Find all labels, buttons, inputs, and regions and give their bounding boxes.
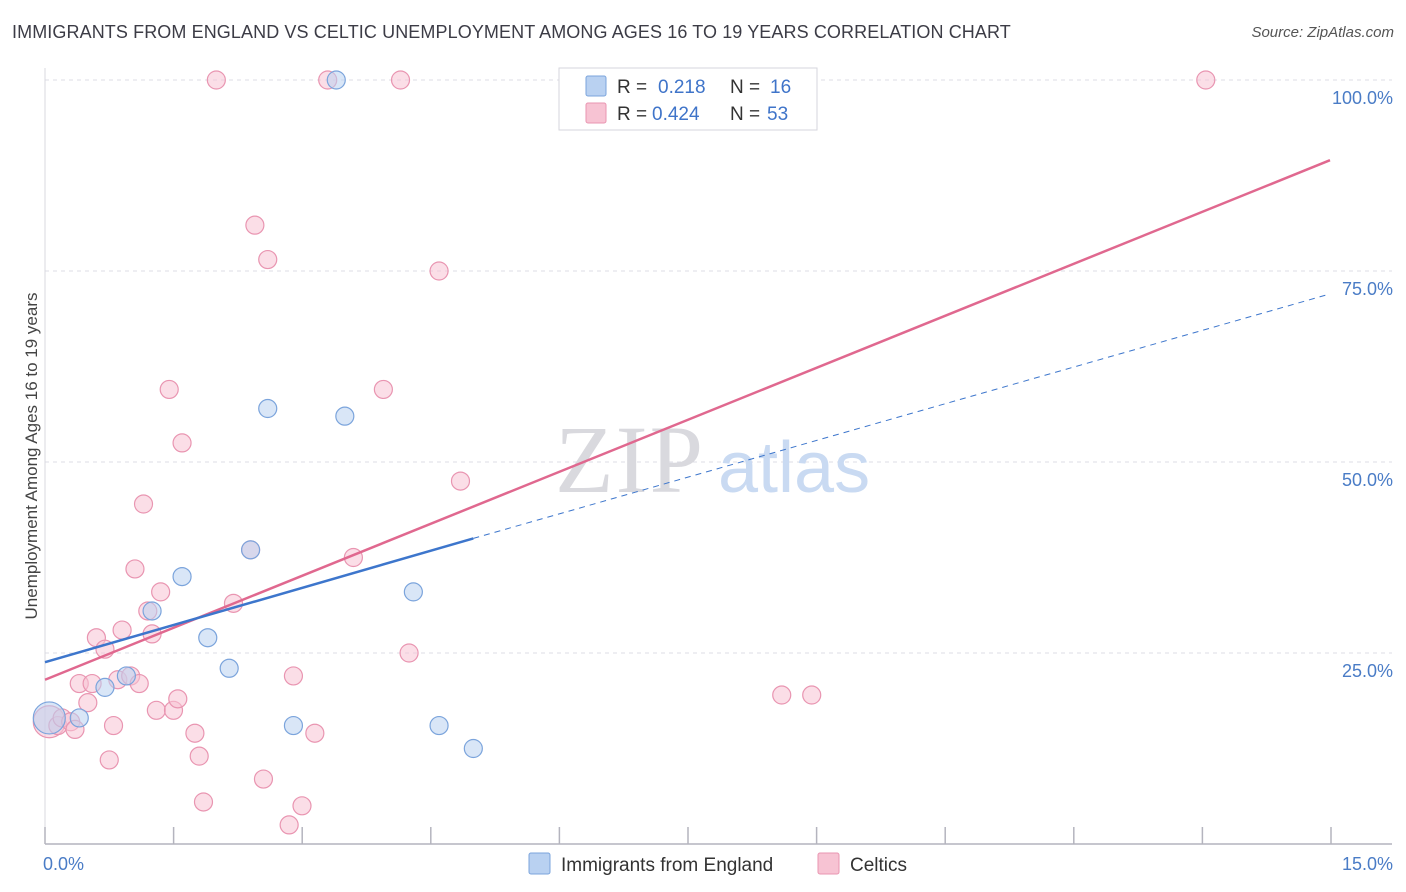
bottom-legend-swatch-blue	[528, 852, 551, 875]
data-point	[112, 620, 132, 640]
data-point	[450, 471, 471, 491]
legend-r-label-pink: R =	[617, 104, 647, 125]
data-point	[159, 379, 179, 400]
data-point	[429, 261, 449, 281]
bottom-legend-label-pink: Celtics	[850, 855, 907, 876]
y-tick-label: 50.0%	[1342, 470, 1393, 490]
data-point	[326, 70, 346, 90]
data-point	[193, 792, 214, 812]
data-point	[133, 494, 154, 514]
y-tick-label: 25.0%	[1342, 661, 1393, 681]
chart-source: Source: ZipAtlas.com	[1251, 24, 1394, 41]
immigrants-england-points	[32, 70, 483, 759]
data-point	[151, 582, 171, 602]
data-point	[305, 723, 325, 743]
data-point	[258, 398, 278, 419]
bottom-legend-swatch-pink	[817, 852, 840, 875]
data-point	[283, 666, 304, 686]
data-point	[198, 628, 218, 648]
watermark-atlas: atlas	[718, 428, 870, 508]
y-tick-label: 100.0%	[1332, 88, 1393, 108]
y-tick-labels: 100.0% 75.0% 50.0% 25.0%	[1332, 88, 1393, 681]
data-point	[283, 715, 304, 736]
x-tick-label-min: 0.0%	[43, 854, 84, 874]
data-point	[206, 70, 226, 90]
data-point	[142, 601, 162, 621]
data-point	[373, 379, 393, 400]
correlation-legend: R = 0.218 N = 16 R = 0.424 N = 53	[558, 67, 818, 131]
legend-n-value-blue: 16	[770, 77, 791, 98]
data-point	[99, 750, 119, 770]
data-point	[429, 715, 449, 736]
data-point	[185, 723, 205, 743]
data-point	[146, 700, 166, 720]
data-point	[125, 559, 145, 579]
data-point	[172, 566, 192, 587]
y-tick-label: 75.0%	[1342, 279, 1393, 299]
data-point	[772, 685, 792, 705]
x-tick-label-max: 15.0%	[1342, 854, 1393, 874]
legend-n-value-pink: 53	[767, 104, 788, 125]
data-point	[32, 701, 66, 735]
data-point	[219, 658, 239, 678]
data-point	[116, 666, 136, 686]
data-point	[253, 769, 274, 789]
data-point	[189, 746, 209, 766]
chart-title: IMMIGRANTS FROM ENGLAND VS CELTIC UNEMPL…	[12, 22, 1011, 42]
data-point	[399, 643, 419, 663]
data-point	[95, 677, 115, 697]
trend-lines	[44, 159, 1331, 681]
data-point	[78, 693, 98, 713]
blue-trend-extension	[473, 293, 1331, 539]
data-point	[390, 70, 411, 90]
data-point	[245, 215, 265, 235]
legend-n-label-blue: N =	[730, 77, 760, 98]
y-axis-label: Unemployment Among Ages 16 to 19 years	[22, 293, 41, 620]
watermark: ZIP atlas	[555, 406, 870, 513]
series-legend: Immigrants from England Celtics	[528, 852, 907, 876]
data-point	[168, 689, 188, 709]
data-point	[463, 738, 483, 759]
legend-swatch-blue	[585, 75, 607, 97]
data-point	[1196, 70, 1216, 90]
x-axis-ticks	[44, 827, 1332, 844]
data-point	[335, 406, 355, 426]
blue-trend-line	[44, 537, 474, 664]
legend-swatch-pink	[585, 102, 607, 124]
bottom-legend-label-blue: Immigrants from England	[561, 855, 773, 876]
data-point	[172, 433, 192, 453]
data-point	[241, 540, 261, 560]
legend-r-value-pink: 0.424	[652, 104, 700, 125]
data-point	[292, 796, 312, 816]
data-point	[69, 708, 89, 728]
data-point	[279, 815, 299, 835]
legend-r-label-blue: R =	[617, 77, 647, 98]
pink-trend-line	[44, 159, 1331, 681]
gridlines	[45, 79, 1392, 654]
data-point	[403, 582, 423, 602]
data-point	[258, 249, 278, 270]
legend-n-label-pink: N =	[730, 104, 760, 125]
data-point	[802, 685, 822, 705]
data-point	[103, 715, 124, 736]
legend-r-value-blue: 0.218	[658, 77, 706, 98]
